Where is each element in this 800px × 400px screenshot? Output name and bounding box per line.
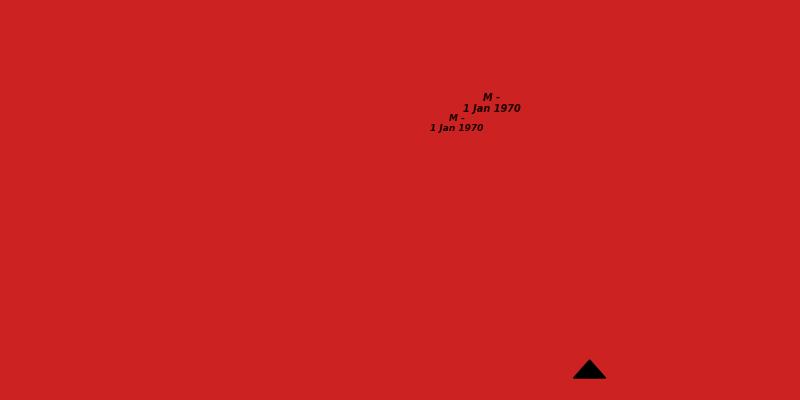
Bar bbox=[61, 227, 94, 310]
Bar bbox=[268, 228, 301, 310]
Text: VOLCANO: VOLCANO bbox=[572, 352, 662, 370]
Text: 90: 90 bbox=[244, 192, 256, 200]
Text: worldwide - 29 Dec 2020: worldwide - 29 Dec 2020 bbox=[60, 48, 199, 58]
Bar bbox=[165, 124, 198, 310]
Bar bbox=[371, 306, 404, 310]
Bar bbox=[95, 172, 128, 310]
Text: 156: 156 bbox=[172, 113, 190, 122]
Text: 2: 2 bbox=[454, 296, 460, 305]
Bar bbox=[130, 108, 162, 310]
Text: 170: 170 bbox=[138, 96, 155, 105]
Text: M -
1 Jan 1970: M - 1 Jan 1970 bbox=[462, 93, 521, 114]
Text: 69: 69 bbox=[278, 216, 290, 226]
Text: Data near-complete from magnitudes of 4.0 or higher.: Data near-complete from magnitudes of 4.… bbox=[60, 350, 318, 359]
Text: 21: 21 bbox=[314, 274, 325, 283]
Text: Size of circles proportional to energy.: Size of circles proportional to energy. bbox=[60, 368, 236, 377]
Bar bbox=[337, 286, 370, 310]
Text: 20: 20 bbox=[348, 275, 359, 284]
Text: DISCOVERY: DISCOVERY bbox=[596, 380, 702, 398]
Bar bbox=[406, 308, 439, 310]
Bar bbox=[302, 285, 335, 310]
Text: 116: 116 bbox=[103, 160, 121, 170]
Text: 70: 70 bbox=[71, 215, 83, 224]
Text: Total energy released: approx. 131 GWh: Total energy released: approx. 131 GWh bbox=[448, 330, 658, 340]
Text: Notes:: Notes: bbox=[60, 330, 98, 340]
Text: Quake data: www.volcanodiscovery.com/earthquakes/today.html: Quake data: www.volcanodiscovery.com/ear… bbox=[60, 386, 367, 395]
Y-axis label: Number of events: Number of events bbox=[46, 141, 56, 241]
Text: 135: 135 bbox=[206, 138, 224, 147]
Text: Number of quakes and energy vs magnitude: Number of quakes and energy vs magnitude bbox=[60, 16, 408, 30]
Text: 3: 3 bbox=[385, 295, 391, 304]
Bar bbox=[441, 308, 474, 310]
Bar bbox=[199, 149, 232, 310]
Bar bbox=[234, 203, 266, 310]
Text: M -
1 Jan 1970: M - 1 Jan 1970 bbox=[430, 114, 484, 133]
Text: 2: 2 bbox=[420, 296, 426, 305]
